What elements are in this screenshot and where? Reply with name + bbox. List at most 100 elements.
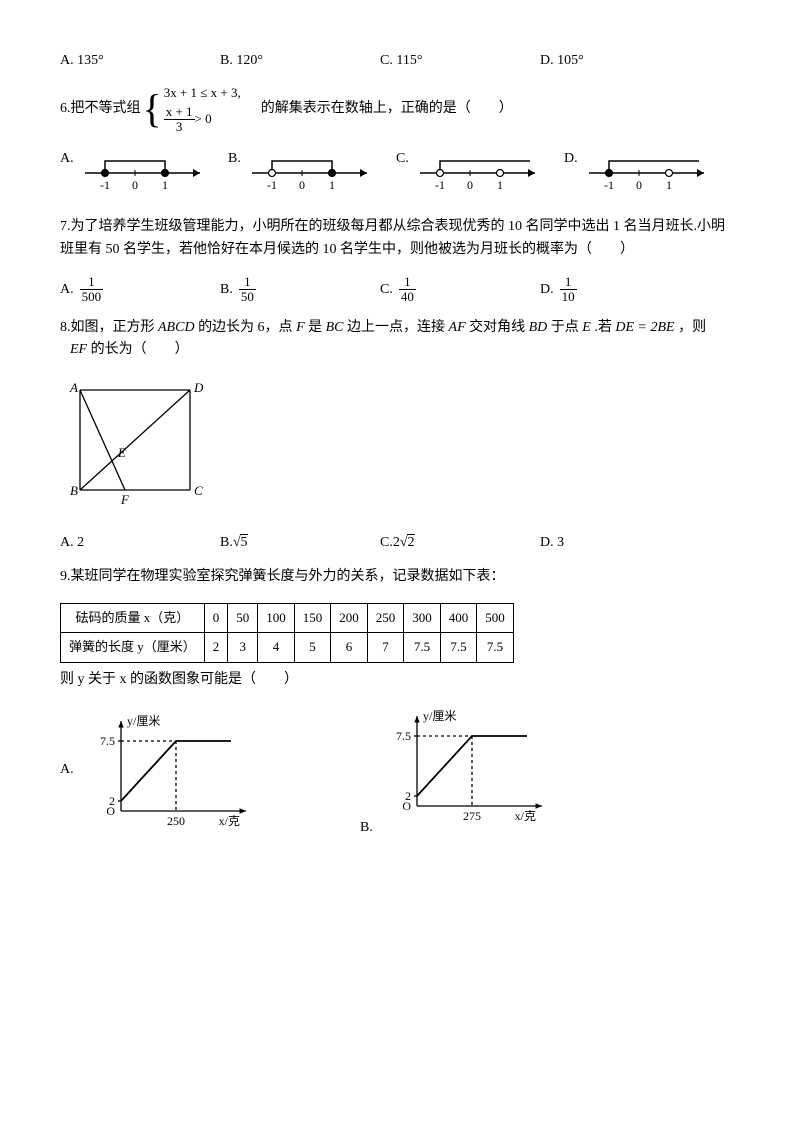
svg-text:0: 0: [636, 178, 642, 192]
q8-AF: AF: [449, 320, 466, 335]
q8-t2: 的边长为 6，点: [198, 320, 296, 335]
q8-opt-b-label: B.: [220, 532, 233, 554]
svg-text:1: 1: [497, 178, 503, 192]
q5-options: A. 135° B. 120° C. 115° D. 105°: [60, 50, 734, 72]
q8-t6: 于点: [551, 320, 583, 335]
q8-t1: 8.如图，正方形: [60, 320, 158, 335]
table-row: 砝码的质量 x（克） 050100150200250300400500: [61, 603, 514, 633]
svg-text:F: F: [120, 492, 130, 507]
q8-opt-d: D. 3: [540, 532, 564, 554]
q9-text: 9.某班同学在物理实验室探究弹簧长度与外力的关系，记录数据如下表：: [60, 566, 734, 588]
q9-opt-a: A.: [60, 759, 80, 781]
q5-opt-b: B. 120°: [220, 50, 380, 72]
q8-sqrt2: √2: [400, 535, 415, 550]
q6-ineq-top: 3x + 1 ≤ x + 3,: [164, 84, 241, 102]
q7-line2: 班里有 50 名学生，若他恰好在本月候选的 10 名学生中，则他被选为月班长的概…: [60, 239, 734, 261]
q6-prefix: 6.把不等式组: [60, 98, 141, 120]
q8-t3: 是: [308, 320, 326, 335]
q9-opt-b: B.: [360, 820, 373, 835]
q6-opt-c-label: C.: [396, 148, 409, 170]
svg-text:0: 0: [299, 178, 305, 192]
svg-text:1: 1: [666, 178, 672, 192]
q8-t7: .若: [594, 320, 615, 335]
q8-sqrt5: √5: [233, 535, 248, 550]
q7-opt-c: C.: [380, 279, 393, 301]
svg-text:1: 1: [162, 178, 168, 192]
svg-text:-1: -1: [267, 178, 277, 192]
q8-abcd: ABCD: [158, 320, 195, 335]
cell: 100: [258, 603, 295, 633]
q9-table: 砝码的质量 x（克） 050100150200250300400500 弹簧的长…: [60, 603, 514, 664]
cell: 150: [294, 603, 331, 633]
q8-t5: 交对角线: [469, 320, 529, 335]
q7-frac-c-num: 1: [399, 275, 416, 290]
q7-options: A. 1500 B. 150 C. 140 D. 110: [60, 275, 734, 305]
q7-frac-d-num: 1: [560, 275, 577, 290]
q9-header-y: 弹簧的长度 y（厘米）: [61, 633, 205, 663]
cell: 3: [228, 633, 258, 663]
q5-opt-c: C. 115°: [380, 50, 540, 72]
q7-frac-a-den: 500: [80, 290, 104, 304]
q8-t8: ，则: [678, 320, 706, 335]
q8-2: 2: [393, 532, 400, 554]
cell: 200: [331, 603, 368, 633]
cell: 6: [331, 633, 368, 663]
q6-frac-num: x + 1: [164, 105, 195, 120]
numline-b: -1 0 1: [247, 148, 377, 198]
q8-t10: 的长为（ ）: [91, 342, 189, 357]
q6-frac: x + 1 3: [164, 105, 195, 135]
q7-frac-d-den: 10: [560, 290, 577, 304]
cell: 250: [367, 603, 404, 633]
q6-inequalities: 3x + 1 ≤ x + 3, x + 1 3 > 0: [164, 84, 241, 134]
q9-charts: A. y/厘米x/克O7.52250 B. y/厘米x/克O7.52275: [60, 701, 734, 839]
cell: 0: [204, 603, 228, 633]
brace-icon: {: [143, 89, 162, 129]
numline-c: -101: [415, 148, 545, 198]
q7: 7.为了培养学生班级管理能力，小明所在的班级每月都从综合表现优秀的 10 名同学…: [60, 216, 734, 261]
q8: 8.如图，正方形 ABCD 的边长为 6，点 F 是 BC 边上一点，连接 AF…: [60, 317, 734, 362]
q7-frac-c-den: 40: [399, 290, 416, 304]
cell: 2: [204, 633, 228, 663]
q8-BC: BC: [326, 320, 344, 335]
svg-text:7.5: 7.5: [396, 729, 411, 743]
q6: 6.把不等式组 { 3x + 1 ≤ x + 3, x + 1 3 > 0 的解…: [60, 84, 734, 134]
cell: 300: [404, 603, 441, 633]
svg-text:2: 2: [109, 794, 115, 808]
svg-text:275: 275: [463, 809, 481, 823]
q7-frac-b-den: 50: [239, 290, 256, 304]
q9-chart-b: y/厘米x/克O7.52275: [382, 701, 562, 831]
svg-text:y/厘米: y/厘米: [127, 714, 160, 728]
q8-DE2BE: DE = 2BE: [615, 320, 674, 335]
q8-F: F: [296, 320, 305, 335]
q6-numlines: A. -101 B. -101 C. -101 D. -101: [60, 148, 734, 198]
cell: 7: [367, 633, 404, 663]
cell: 7.5: [477, 633, 514, 663]
q5-opt-d: D. 105°: [540, 50, 700, 72]
q7-opt-d: D.: [540, 279, 554, 301]
q8-t4: 边上一点，连接: [347, 320, 449, 335]
numline-a: -101: [80, 148, 210, 198]
svg-text:-1: -1: [100, 178, 110, 192]
q8-options: A. 2 B. √5 C. 2 √2 D. 3: [60, 532, 734, 554]
table-row: 弹簧的长度 y（厘米） 2345677.57.57.5: [61, 633, 514, 663]
q6-opt-d-label: D.: [564, 148, 578, 170]
svg-text:x/克: x/克: [515, 809, 536, 823]
q9-post: 则 y 关于 x 的函数图象可能是（ ）: [60, 669, 734, 691]
svg-text:E: E: [117, 445, 126, 460]
cell: 400: [440, 603, 477, 633]
q5-opt-a: A. 135°: [60, 50, 220, 72]
q8-E: E: [582, 320, 591, 335]
q9: 9.某班同学在物理实验室探究弹簧长度与外力的关系，记录数据如下表：: [60, 566, 734, 588]
numline-d: -101: [584, 148, 714, 198]
svg-text:2: 2: [405, 789, 411, 803]
svg-text:C: C: [194, 483, 203, 498]
svg-text:A: A: [69, 380, 78, 395]
svg-text:7.5: 7.5: [100, 734, 115, 748]
q8-BD: BD: [529, 320, 548, 335]
svg-text:B: B: [70, 483, 78, 498]
q9-header-x: 砝码的质量 x（克）: [61, 603, 205, 633]
q9-chart-a: y/厘米x/克O7.52250: [86, 706, 266, 836]
q7-frac-a-num: 1: [80, 275, 104, 290]
svg-text:0: 0: [467, 178, 473, 192]
svg-text:1: 1: [329, 178, 335, 192]
